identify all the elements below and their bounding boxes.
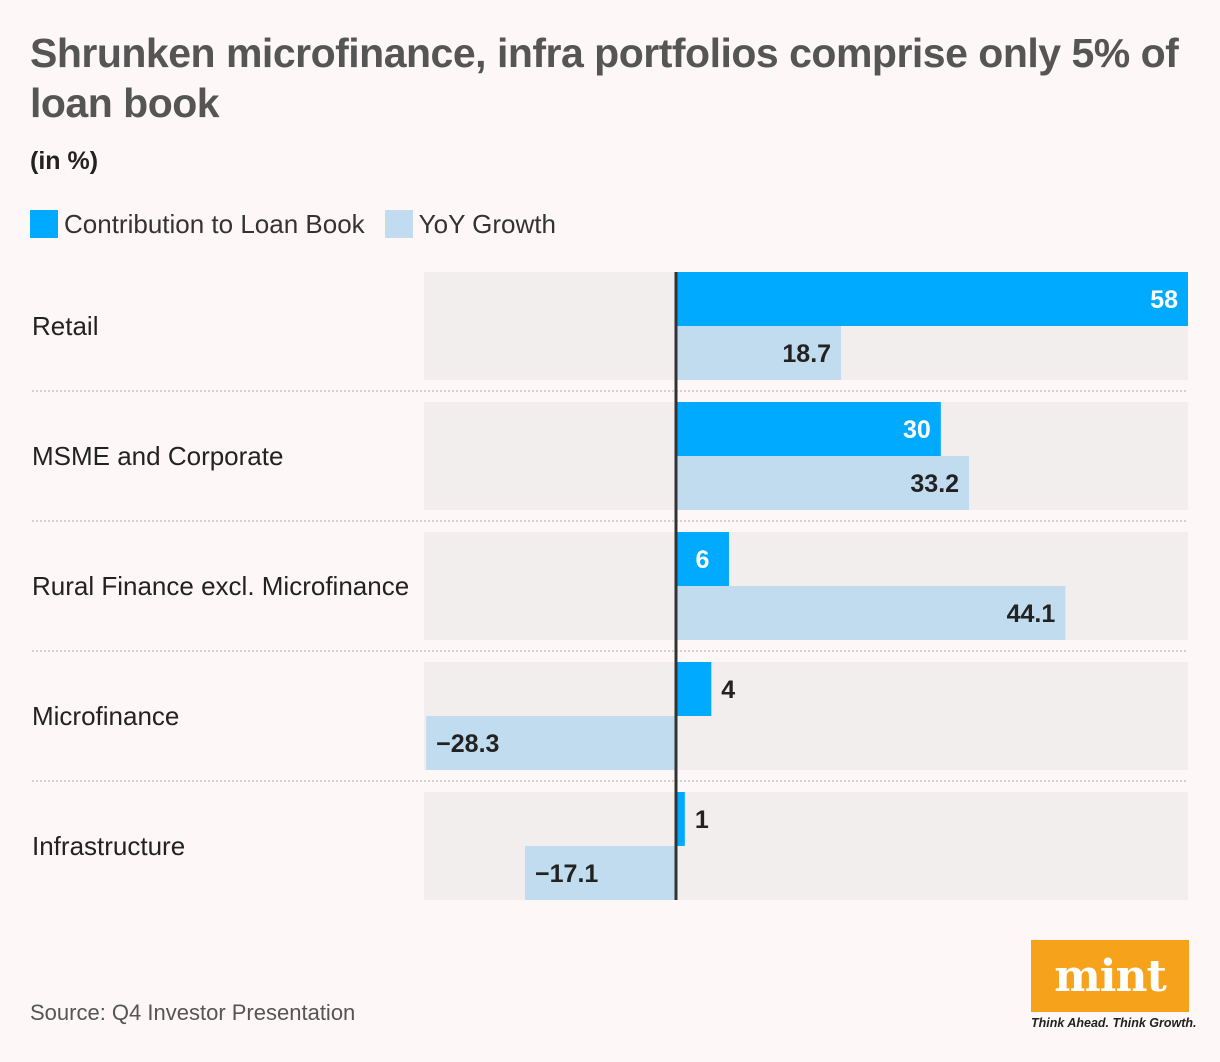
brand-tagline: Think Ahead. Think Growth. — [1031, 1016, 1197, 1030]
bar-contribution — [676, 402, 941, 456]
bar-contribution — [676, 532, 729, 586]
data-label-contribution: 6 — [696, 546, 710, 574]
category-label: Retail — [32, 311, 98, 341]
bar-yoy-growth — [676, 456, 970, 510]
data-label-yoy-growth: 44.1 — [1007, 600, 1056, 628]
chart-title: Shrunken microfinance, infra portfolios … — [30, 30, 1179, 126]
legend-item-contribution: Contribution to Loan Book — [30, 209, 365, 240]
source-note: Source: Q4 Investor Presentation — [30, 1000, 356, 1025]
data-label-yoy-growth: −28.3 — [436, 730, 499, 758]
category-label: Microfinance — [32, 701, 179, 731]
legend: Contribution to Loan Book YoY Growth — [30, 206, 576, 242]
chart-subtitle: (in %) — [30, 147, 99, 175]
data-label-yoy-growth: 33.2 — [910, 470, 959, 498]
bar-contribution — [676, 662, 712, 716]
category-label: Infrastructure — [32, 831, 185, 861]
data-label-contribution: 4 — [721, 676, 735, 704]
bar-yoy-growth — [426, 716, 676, 770]
bar-contribution — [676, 792, 685, 846]
category-label: Rural Finance excl. Microfinance — [32, 571, 409, 601]
data-label-yoy-growth: −17.1 — [535, 860, 598, 888]
category-label: MSME and Corporate — [32, 441, 283, 471]
legend-swatch-contribution — [30, 210, 58, 238]
bar-contribution — [676, 272, 1188, 326]
legend-swatch-yoy — [384, 210, 413, 238]
data-label-contribution: 1 — [695, 806, 709, 834]
legend-item-yoy: YoY Growth — [384, 208, 556, 240]
data-label-yoy-growth: 18.7 — [782, 340, 831, 368]
data-label-contribution: 30 — [903, 416, 931, 444]
bar-yoy-growth — [676, 586, 1066, 640]
bar-yoy-growth — [676, 326, 842, 380]
mint-logo: mint — [1031, 940, 1189, 1012]
bar-yoy-growth — [525, 846, 676, 900]
data-label-contribution: 58 — [1150, 286, 1178, 314]
legend-label-yoy: YoY Growth — [418, 208, 556, 239]
legend-label-contribution: Contribution to Loan Book — [64, 208, 365, 239]
